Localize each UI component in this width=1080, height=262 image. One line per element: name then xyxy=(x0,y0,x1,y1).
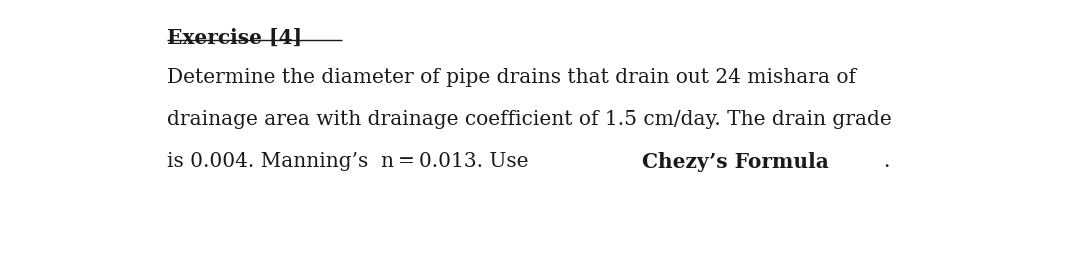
Text: Chezy’s Formula: Chezy’s Formula xyxy=(643,152,829,172)
Text: .: . xyxy=(883,152,890,171)
Text: drainage area with drainage coefficient of 1.5 cm/day. The drain grade: drainage area with drainage coefficient … xyxy=(167,110,892,129)
Text: is 0.004. Manning’s  n = 0.013. Use: is 0.004. Manning’s n = 0.013. Use xyxy=(167,152,536,171)
Text: Determine the diameter of pipe drains that drain out 24 mishara of: Determine the diameter of pipe drains th… xyxy=(167,68,856,87)
Text: Exercise [4]: Exercise [4] xyxy=(167,28,302,48)
